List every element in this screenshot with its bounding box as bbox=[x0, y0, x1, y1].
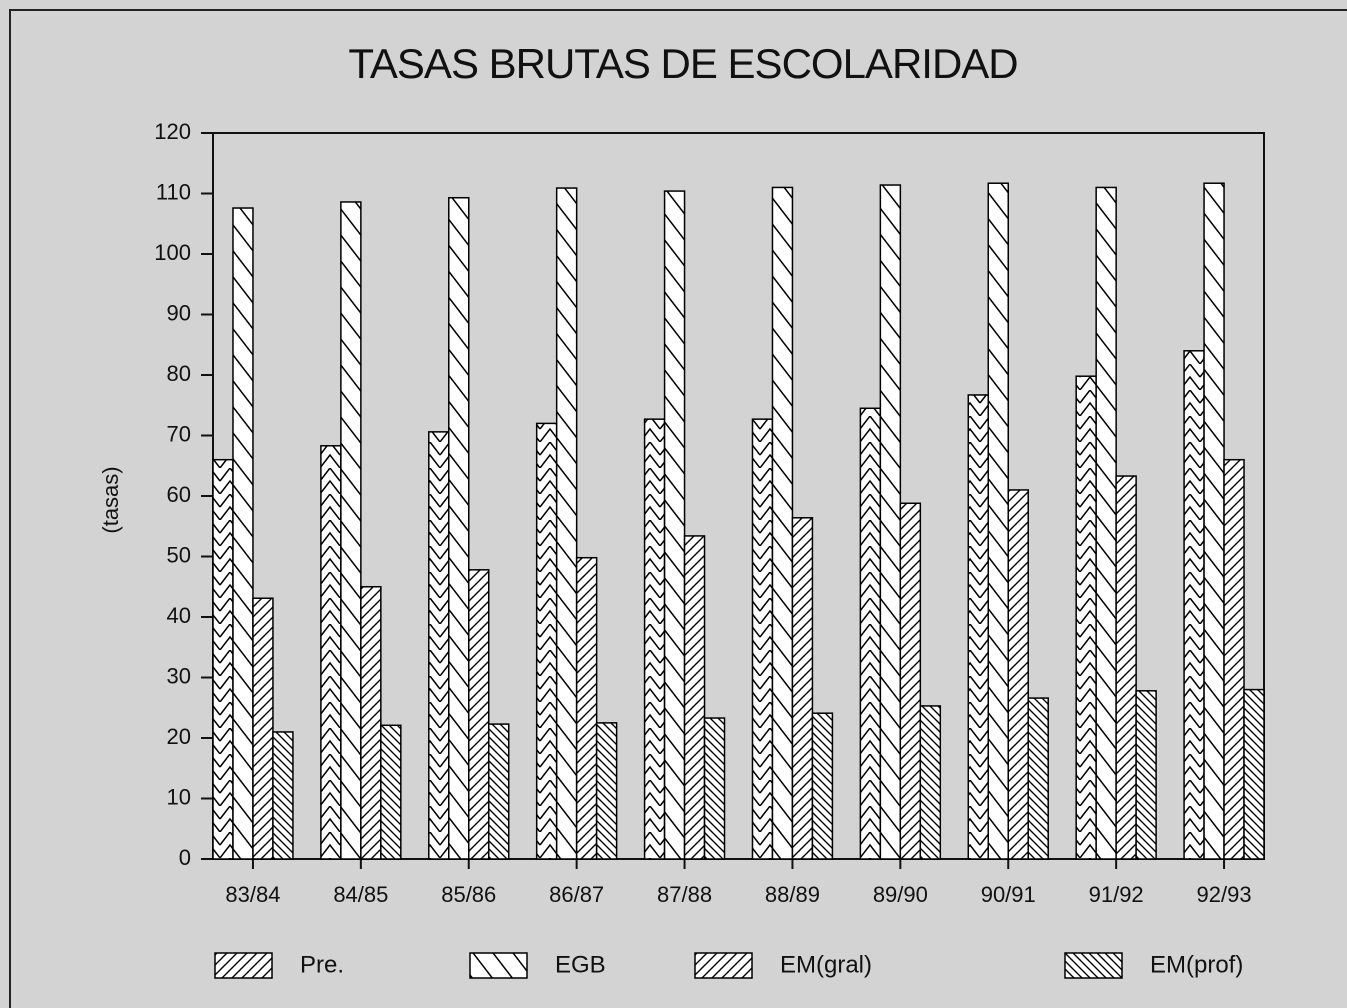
bar bbox=[899, 502, 922, 860]
y-tick-label: 30 bbox=[167, 663, 191, 688]
legend-swatch bbox=[694, 952, 753, 979]
bar bbox=[967, 394, 990, 860]
x-tick-label: 88/89 bbox=[765, 882, 820, 907]
x-tick-label: 91/92 bbox=[1089, 882, 1144, 907]
legend-label: EGB bbox=[555, 951, 606, 978]
x-tick-label: 84/85 bbox=[333, 882, 388, 907]
bar bbox=[987, 182, 1009, 860]
y-tick-label: 120 bbox=[154, 119, 191, 144]
bar bbox=[811, 712, 834, 860]
bar bbox=[879, 184, 902, 860]
y-tick-label: 20 bbox=[167, 724, 191, 749]
bar bbox=[1203, 182, 1225, 860]
bar bbox=[771, 186, 794, 860]
bar bbox=[683, 535, 706, 860]
bar bbox=[380, 724, 402, 860]
bar bbox=[703, 717, 726, 860]
x-tick-label: 90/91 bbox=[981, 882, 1036, 907]
bar bbox=[1223, 458, 1245, 860]
bar bbox=[1243, 688, 1265, 860]
legend-label: EM(prof) bbox=[1150, 951, 1243, 978]
bar bbox=[360, 586, 382, 860]
bar bbox=[919, 705, 942, 860]
bar bbox=[340, 201, 362, 860]
bar bbox=[320, 445, 342, 860]
x-tick-label: 87/88 bbox=[657, 882, 712, 907]
bar bbox=[487, 723, 510, 860]
x-tick-label: 92/93 bbox=[1197, 882, 1252, 907]
x-tick-label: 83/84 bbox=[225, 882, 280, 907]
bar bbox=[643, 418, 666, 860]
y-tick-label: 50 bbox=[167, 542, 191, 567]
legend-label: EM(gral) bbox=[780, 951, 872, 978]
y-tick-label: 60 bbox=[167, 482, 191, 507]
legend-swatch bbox=[469, 952, 528, 979]
bar bbox=[252, 597, 274, 860]
bar bbox=[272, 731, 294, 860]
bar bbox=[663, 190, 686, 860]
bar bbox=[1135, 690, 1157, 860]
chart-title: TASAS BRUTAS DE ESCOLARIDAD bbox=[348, 40, 1017, 87]
bar bbox=[575, 556, 598, 860]
legend-swatch bbox=[214, 952, 273, 979]
bar bbox=[448, 196, 470, 860]
bar bbox=[1095, 186, 1117, 860]
bar bbox=[428, 431, 450, 860]
y-tick-label: 70 bbox=[167, 421, 191, 446]
bar bbox=[1115, 475, 1137, 860]
x-tick-label: 89/90 bbox=[873, 882, 928, 907]
x-tick-label: 85/86 bbox=[441, 882, 496, 907]
bar bbox=[468, 569, 490, 860]
y-tick-label: 100 bbox=[154, 240, 191, 265]
bar bbox=[751, 418, 774, 860]
y-axis-label: (tasas) bbox=[98, 466, 123, 533]
y-tick-label: 10 bbox=[167, 784, 191, 809]
y-tick-label: 0 bbox=[179, 845, 191, 870]
legend-label: Pre. bbox=[300, 951, 344, 978]
bar bbox=[212, 458, 234, 860]
y-tick-label: 40 bbox=[167, 603, 191, 628]
y-tick-label: 90 bbox=[167, 300, 191, 325]
bar bbox=[595, 722, 618, 860]
bar bbox=[859, 407, 882, 860]
x-tick-label: 86/87 bbox=[549, 882, 604, 907]
bar bbox=[1027, 697, 1049, 860]
y-tick-label: 80 bbox=[167, 361, 191, 386]
bar bbox=[232, 207, 254, 860]
bar bbox=[1007, 489, 1029, 860]
legend-swatch bbox=[1064, 952, 1123, 979]
bar bbox=[1075, 375, 1097, 860]
bar bbox=[791, 517, 814, 860]
bar bbox=[1183, 350, 1205, 860]
y-tick-label: 110 bbox=[156, 179, 191, 204]
bar bbox=[535, 422, 558, 860]
bar bbox=[555, 187, 578, 860]
